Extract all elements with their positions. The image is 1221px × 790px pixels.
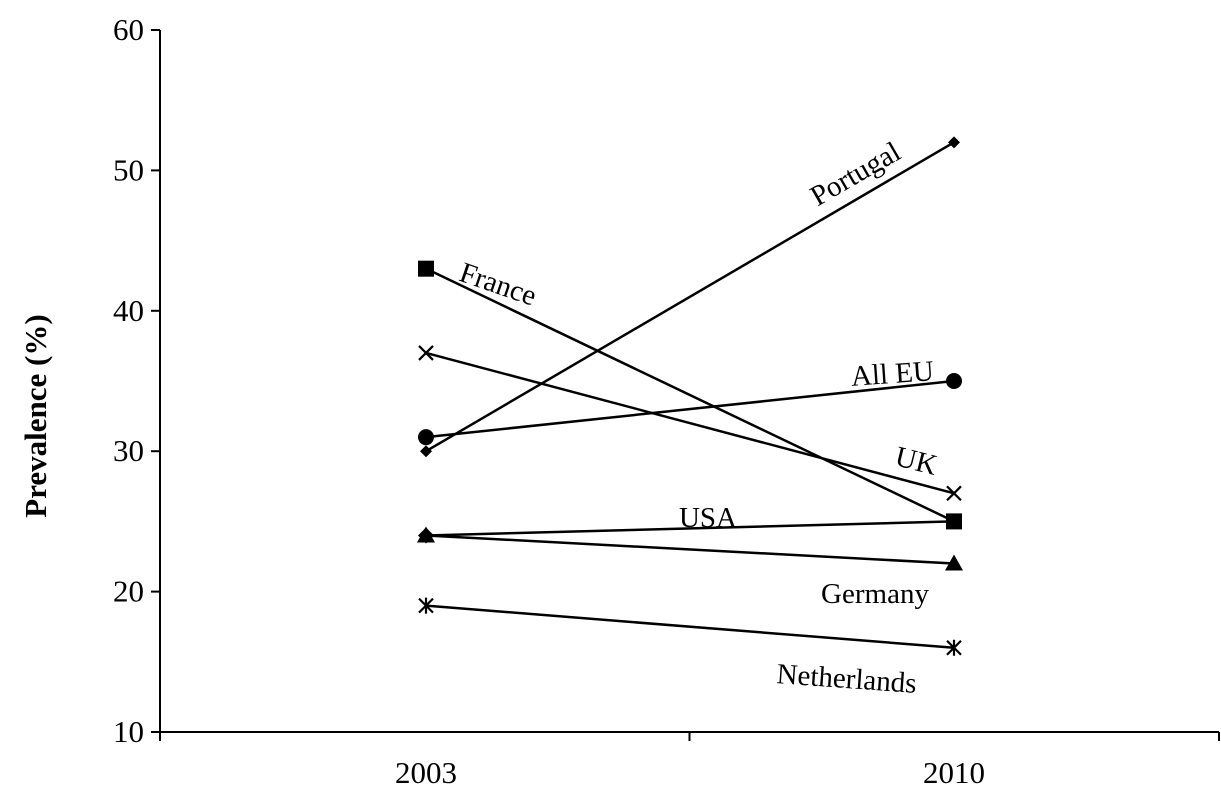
x-tick-label: 2010 — [923, 755, 985, 790]
series-label-usa: USA — [679, 502, 737, 534]
diamond-marker — [420, 445, 432, 457]
data-point-uk — [947, 486, 961, 500]
series-label-uk: UK — [892, 441, 940, 482]
series-line-netherlands — [426, 606, 954, 648]
series-label-netherlands: Netherlands — [776, 658, 918, 700]
x-ticks: 2003 2010 — [160, 732, 1219, 790]
y-ticks: 10 20 30 40 50 60 — [113, 12, 160, 749]
data-point-portugal — [948, 136, 960, 148]
data-point-all-eu — [946, 373, 962, 389]
series-lines — [426, 142, 954, 647]
x-tick-label: 2003 — [395, 755, 457, 790]
series-label-all-eu: All EU — [850, 355, 935, 393]
y-tick-label: 20 — [113, 574, 144, 609]
data-point-all-eu — [418, 429, 434, 445]
series-label-germany: Germany — [821, 578, 929, 610]
y-tick-label: 30 — [113, 433, 144, 468]
y-axis-title: Prevalence (%) — [18, 314, 53, 517]
circle-marker — [946, 373, 962, 389]
diamond-marker — [948, 136, 960, 148]
data-point-portugal — [420, 445, 432, 457]
series-line-france — [426, 269, 954, 522]
y-tick-label: 40 — [113, 293, 144, 328]
square-marker — [418, 261, 434, 277]
series-line-germany — [426, 535, 954, 563]
circle-marker — [418, 429, 434, 445]
data-point-uk — [419, 346, 433, 360]
y-tick-label: 10 — [113, 714, 144, 749]
y-tick-label: 50 — [113, 152, 144, 187]
data-point-france — [418, 261, 434, 277]
y-tick-label: 60 — [113, 12, 144, 47]
